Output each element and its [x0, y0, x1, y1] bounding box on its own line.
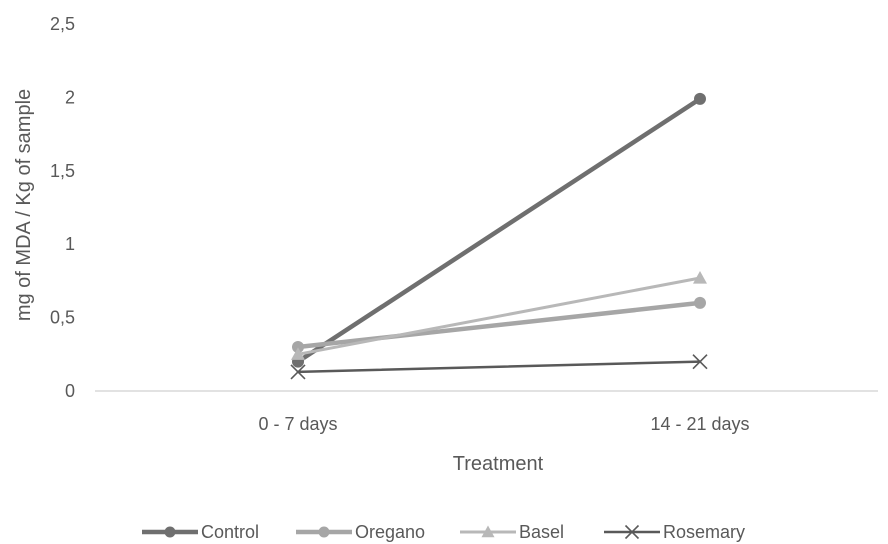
- series-line-basel: [296, 276, 702, 356]
- legend-item-basel: Basel: [460, 522, 564, 542]
- legend-label: Rosemary: [663, 522, 745, 542]
- y-tick-label: 1,5: [50, 161, 75, 181]
- legend-label: Basel: [519, 522, 564, 542]
- series-line-rosemary: [296, 360, 702, 374]
- data-point-rosemary: [290, 364, 306, 380]
- y-axis-ticks: 0 0,5 1 1,5 2 2,5: [50, 14, 75, 401]
- legend-marker: [164, 526, 176, 538]
- legend-marker: [481, 525, 495, 538]
- legend: Control Oregano Basel Rosemary: [142, 522, 745, 542]
- y-tick-label: 0: [65, 381, 75, 401]
- series-rosemary: [290, 354, 708, 380]
- legend-item-control: Control: [142, 522, 259, 542]
- legend-marker: [318, 526, 330, 538]
- y-tick-label: 1: [65, 234, 75, 254]
- x-axis-ticks: 0 - 7 days 14 - 21 days: [258, 414, 749, 434]
- data-point-oregano: [694, 296, 706, 309]
- x-axis-title: Treatment: [453, 453, 544, 475]
- y-tick-label: 2: [65, 87, 75, 107]
- series-oregano: [292, 296, 706, 353]
- y-axis-title: mg of MDA / Kg of sample: [13, 89, 35, 321]
- legend-label: Oregano: [355, 522, 425, 542]
- data-point-control: [694, 92, 706, 105]
- data-point-basel: [291, 347, 305, 360]
- series-line-control: [295, 96, 703, 364]
- legend-marker: [624, 524, 640, 540]
- legend-item-oregano: Oregano: [296, 522, 425, 542]
- data-point-basel: [693, 270, 707, 284]
- series-basel: [291, 270, 707, 360]
- x-tick-label: 0 - 7 days: [258, 414, 337, 434]
- legend-item-rosemary: Rosemary: [604, 522, 745, 542]
- legend-label: Control: [201, 522, 259, 542]
- series-line-oregano: [295, 300, 703, 350]
- y-tick-label: 0,5: [50, 308, 75, 328]
- series-layer: [290, 92, 708, 380]
- x-tick-label: 14 - 21 days: [650, 414, 749, 434]
- data-point-oregano: [292, 340, 304, 353]
- data-point-rosemary: [692, 354, 708, 370]
- y-tick-label: 2,5: [50, 14, 75, 34]
